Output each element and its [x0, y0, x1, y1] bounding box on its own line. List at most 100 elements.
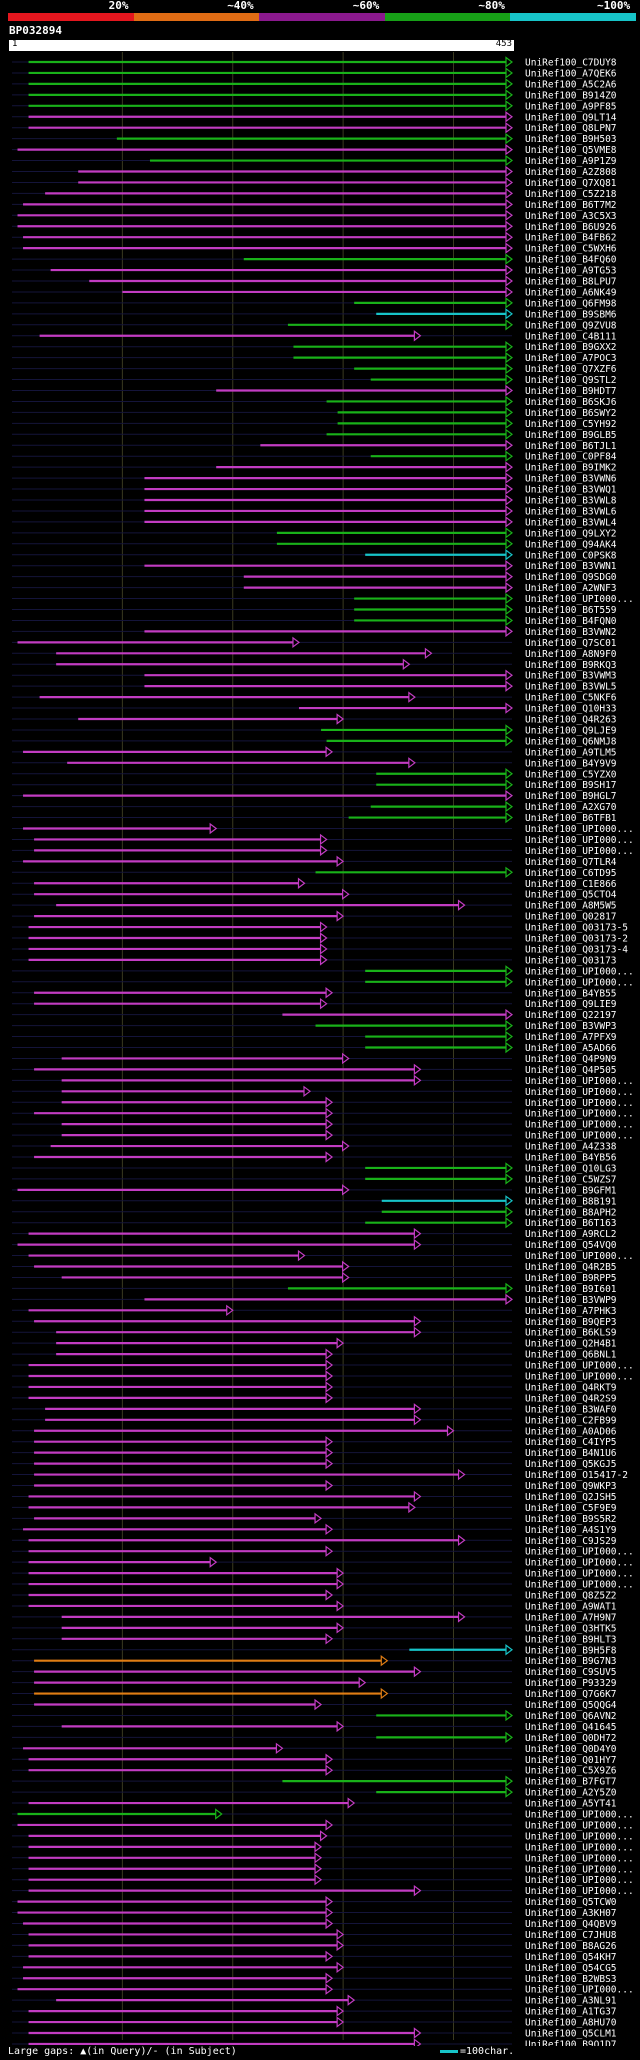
hit-label[interactable]: UniRef100_B3VWM3	[525, 671, 617, 682]
hit-row[interactable]: UniRef100_Q54KH7	[12, 1950, 617, 1963]
hit-row[interactable]: UniRef100_A7PHK3	[12, 1304, 617, 1317]
hit-row[interactable]: UniRef100_B6T7M2	[12, 198, 617, 211]
hit-row[interactable]: UniRef100_A5YT41	[12, 1797, 617, 1810]
hit-row[interactable]: UniRef100_UPI000...	[12, 1107, 634, 1120]
hit-row[interactable]: UniRef100_B3VWN6	[12, 472, 617, 485]
hit-row[interactable]: UniRef100_UPI000...	[12, 1370, 634, 1383]
hit-row[interactable]: UniRef100_UPI000...	[12, 965, 634, 977]
hit-row[interactable]: UniRef100_C0PF84	[12, 450, 617, 463]
hit-row[interactable]: UniRef100_A9TLM5	[12, 746, 617, 758]
hit-label[interactable]: UniRef100_UPI000...	[525, 1864, 634, 1875]
hit-row[interactable]: UniRef100_A4Z338	[12, 1140, 617, 1153]
hit-label[interactable]: UniRef100_B6T559	[525, 605, 617, 616]
hit-row[interactable]: UniRef100_UPI000...	[12, 833, 634, 846]
hit-row[interactable]: UniRef100_A4S1Y9	[12, 1523, 617, 1536]
hit-label[interactable]: UniRef100_Q9LXY2	[525, 528, 617, 539]
hit-label[interactable]: UniRef100_Q4R2B5	[525, 1262, 617, 1273]
hit-row[interactable]: UniRef100_B7FGT7	[12, 1775, 617, 1788]
hit-row[interactable]: UniRef100_Q7TLR4	[12, 855, 617, 868]
hit-row[interactable]: UniRef100_A8M5W5	[12, 899, 617, 912]
hit-label[interactable]: UniRef100_A4Z338	[525, 1142, 617, 1153]
hit-row[interactable]: UniRef100_B3VWP3	[12, 1019, 617, 1032]
hit-label[interactable]: UniRef100_C1E866	[525, 879, 617, 890]
hit-label[interactable]: UniRef100_Q01ΗΥ7	[525, 1755, 617, 1766]
hit-label[interactable]: UniRef100_Q7XQ81	[525, 178, 617, 189]
hit-label[interactable]: UniRef100_Q0DH72	[525, 1733, 617, 1744]
hit-label[interactable]: UniRef100_B6U926	[525, 222, 617, 233]
hit-label[interactable]: UniRef100_B9GFM1	[525, 1185, 617, 1196]
hit-label[interactable]: UniRef100_UPI000...	[525, 1820, 634, 1831]
hit-row[interactable]: UniRef100_B4Y9V9	[12, 757, 617, 769]
hit-label[interactable]: UniRef100_B8AG26	[525, 1941, 617, 1952]
hit-label[interactable]: UniRef100_Q4RKT9	[525, 1382, 617, 1393]
hit-row[interactable]: UniRef100_Q03173-5	[12, 921, 628, 934]
hit-label[interactable]: UniRef100_Q4R263	[525, 715, 617, 726]
hit-row[interactable]: UniRef100_UPI000...	[12, 1884, 634, 1897]
hit-label[interactable]: UniRef100_B6T7M2	[525, 200, 617, 211]
hit-label[interactable]: UniRef100_B4YB55	[525, 988, 617, 999]
hit-row[interactable]: UniRef100_UPI000...	[12, 1545, 634, 1558]
hit-row[interactable]: UniRef100_C5NKF6	[12, 691, 617, 704]
hit-label[interactable]: UniRef100_B4N1U6	[525, 1448, 617, 1459]
hit-row[interactable]: UniRef100_C7DUY8	[12, 56, 617, 69]
hit-row[interactable]: UniRef100_Q6AVN2	[12, 1709, 617, 1722]
hit-label[interactable]: UniRef100_Q3HTK5	[525, 1623, 617, 1634]
hit-label[interactable]: UniRef100_C0PSK8	[525, 550, 617, 561]
hit-row[interactable]: UniRef100_Q5QQG4	[12, 1698, 617, 1711]
hit-label[interactable]: UniRef100_UPI000...	[525, 846, 634, 857]
hit-row[interactable]: UniRef100_Q9ZVU8	[12, 319, 617, 331]
hit-row[interactable]: UniRef100_B9I601	[12, 1282, 617, 1295]
hit-label[interactable]: UniRef100_Q7TLR4	[525, 857, 617, 868]
hit-row[interactable]: UniRef100_A0AD06	[12, 1425, 617, 1437]
hit-label[interactable]: UniRef100_Q03173-2	[525, 934, 628, 945]
hit-label[interactable]: UniRef100_Q10H33	[525, 704, 617, 715]
hit-row[interactable]: UniRef100_C5X9Z6	[12, 1764, 617, 1777]
hit-label[interactable]: UniRef100_Q9SDG0	[525, 572, 617, 583]
hit-label[interactable]: UniRef100_C5WZS7	[525, 1174, 617, 1185]
hit-label[interactable]: UniRef100_B9SBM6	[525, 309, 617, 320]
hit-row[interactable]: UniRef100_UPI000...	[12, 1819, 634, 1831]
hit-row[interactable]: UniRef100_B4FB62	[12, 231, 617, 244]
hit-label[interactable]: UniRef100_B6T163	[525, 1218, 617, 1229]
hit-row[interactable]: UniRef100_Q0D4Y0	[12, 1742, 617, 1755]
hit-row[interactable]: UniRef100_B9HLT3	[12, 1633, 617, 1645]
hit-label[interactable]: UniRef100_Q2JSH5	[525, 1492, 617, 1503]
hit-label[interactable]: UniRef100_B3VWL8	[525, 496, 617, 507]
hit-row[interactable]: UniRef100_B8AG26	[12, 1939, 617, 1952]
hit-label[interactable]: UniRef100_UPI000...	[525, 966, 634, 977]
hit-row[interactable]: UniRef100_Q7G6K7	[12, 1687, 617, 1700]
hit-label[interactable]: UniRef100_Q02817	[525, 912, 617, 923]
hit-row[interactable]: UniRef100_A3C5X3	[12, 209, 617, 222]
hit-label[interactable]: UniRef100_Q9LJE9	[525, 725, 617, 736]
hit-label[interactable]: UniRef100_A3C5X3	[525, 211, 617, 222]
hit-label[interactable]: UniRef100_C0PF84	[525, 452, 617, 463]
hit-row[interactable]: UniRef100_Q5KGJ5	[12, 1457, 617, 1470]
hit-row[interactable]: UniRef100_C0PSK8	[12, 549, 617, 561]
hit-label[interactable]: UniRef100_Q9LIE9	[525, 999, 617, 1010]
hit-row[interactable]: UniRef100_Q9WKP3	[12, 1479, 617, 1492]
hit-row[interactable]: UniRef100_B9QEP3	[12, 1315, 617, 1328]
hit-label[interactable]: UniRef100_A8M5W5	[525, 901, 617, 912]
hit-label[interactable]: UniRef100_C5YZX0	[525, 769, 617, 780]
hit-row[interactable]: UniRef100_Q4R2B5	[12, 1260, 617, 1273]
hit-label[interactable]: UniRef100_B3VWQ1	[525, 485, 617, 496]
hit-label[interactable]: UniRef100_C5YH92	[525, 419, 617, 430]
hit-row[interactable]: UniRef100_A7H9N7	[12, 1611, 617, 1623]
hit-label[interactable]: UniRef100_B2WBS3	[525, 1974, 617, 1985]
hit-label[interactable]: UniRef100_A8N9F0	[525, 649, 617, 660]
hit-label[interactable]: UniRef100_P93329	[525, 1678, 617, 1689]
hit-label[interactable]: UniRef100_A4S1Y9	[525, 1525, 617, 1536]
hit-row[interactable]: UniRef100_UPI000...	[12, 1359, 634, 1372]
hit-row[interactable]: UniRef100_A2XG70	[12, 800, 617, 813]
hit-label[interactable]: UniRef100_Q4R2S9	[525, 1393, 617, 1404]
hit-row[interactable]: UniRef100_B3VWN1	[12, 560, 617, 572]
hit-row[interactable]: UniRef100_A2WNF3	[12, 581, 617, 594]
hit-row[interactable]: UniRef100_Q4P9N9	[12, 1052, 617, 1065]
hit-row[interactable]: UniRef100_A8HU70	[12, 2016, 617, 2029]
hit-label[interactable]: UniRef100_Q22197	[525, 1010, 617, 1021]
hit-row[interactable]: UniRef100_C9SUV5	[12, 1665, 617, 1678]
hit-label[interactable]: UniRef100_C4IYP5	[525, 1437, 617, 1448]
hit-row[interactable]: UniRef100_Q5CTO4	[12, 888, 617, 901]
hit-label[interactable]: UniRef100_UPI000...	[525, 1842, 634, 1853]
hit-label[interactable]: UniRef100_C2FB99	[525, 1415, 617, 1426]
